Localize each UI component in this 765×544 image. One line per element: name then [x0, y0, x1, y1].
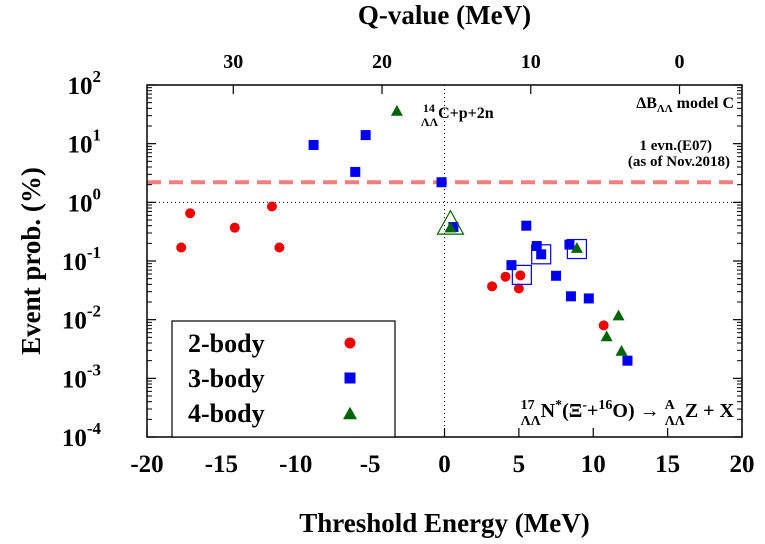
- top-tick-label-3: 0: [675, 51, 685, 73]
- legend-label-1: 3-body: [188, 364, 265, 393]
- x-tick-label-3: -5: [360, 451, 381, 478]
- four-body-channel-label: 14 ΛΛC+p+2n: [421, 101, 494, 129]
- 3-body-point-0: [308, 139, 319, 150]
- data-points: [176, 104, 633, 366]
- 3-body-point-12: [583, 293, 594, 304]
- 4-body-point-5: [615, 344, 628, 356]
- 3-body-point-8: [536, 249, 547, 260]
- x-tick-label-0: -20: [130, 451, 163, 478]
- 4-body-point-2: [570, 242, 583, 253]
- 3-body-point-1: [350, 166, 361, 177]
- legend-marker-1: [344, 372, 356, 384]
- top-tick-label-2: 10: [521, 51, 541, 73]
- threshold-label-line1: 1 evn.(E07): [640, 138, 713, 154]
- x-axis-title: Threshold Energy (MeV): [299, 508, 590, 538]
- y-tick-label-4: 100: [68, 184, 102, 217]
- top-tick-label-1: 20: [372, 51, 392, 73]
- 3-body-point-5: [506, 260, 517, 271]
- 2-body-point-6: [500, 271, 511, 282]
- legend-marker-0: [344, 337, 356, 349]
- highlight-triangle-3: [436, 209, 465, 235]
- 2-body-point-8: [515, 270, 526, 281]
- 2-body-point-3: [266, 201, 277, 212]
- highlight-square-0: [511, 264, 532, 285]
- top-tick-label-0: 30: [223, 51, 243, 73]
- x-tick-label-7: 15: [655, 451, 680, 478]
- y-tick-label-2: 10-2: [62, 302, 101, 335]
- top-axis-title: Q-value (MeV): [358, 0, 531, 30]
- reaction-label: 17 ΛΛN*(Ξ-+16O) → A ΛΛZ + X: [521, 398, 735, 429]
- 3-body-point-6: [521, 220, 532, 231]
- 2-body-point-2: [229, 222, 240, 233]
- 3-body-point-10: [564, 239, 575, 250]
- x-tick-label-8: 20: [730, 451, 755, 478]
- y-tick-label-1: 10-3: [62, 360, 101, 393]
- 2-body-point-1: [185, 208, 196, 219]
- legend: 2-body 3-body 4-body: [171, 320, 396, 438]
- highlight-square-2: [566, 238, 587, 260]
- 4-body-point-0: [390, 104, 403, 116]
- legend-label-2: 4-body: [188, 399, 265, 428]
- y-tick-label-5: 101: [68, 126, 102, 159]
- 4-body-point-1: [444, 221, 457, 233]
- highlight-square-1: [531, 244, 552, 265]
- 2-body-point-9: [598, 320, 609, 331]
- x-tick-label-4: 0: [438, 451, 451, 478]
- 3-body-point-7: [531, 241, 542, 252]
- annotations: ΔBΛΛ model C 1 evn.(E07) (as of Nov.2018…: [421, 95, 735, 429]
- 3-body-point-2: [360, 130, 371, 141]
- legend-marker-2: [343, 406, 357, 420]
- legend-items: 2-body 3-body 4-body: [188, 329, 357, 428]
- 4-body-point-4: [600, 330, 613, 342]
- 3-body-point-9: [551, 270, 562, 281]
- 4-body-point-3: [612, 309, 625, 321]
- 2-body-point-0: [176, 242, 187, 253]
- 3-body-point-3: [436, 177, 447, 188]
- 3-body-point-13: [622, 355, 633, 366]
- x-tick-label-6: 10: [581, 451, 606, 478]
- x-tick-label-1: -15: [205, 451, 238, 478]
- x-tick-label-2: -10: [279, 451, 312, 478]
- 2-body-point-4: [274, 242, 285, 253]
- y-tick-label-3: 10-1: [62, 243, 101, 276]
- 3-body-point-11: [565, 291, 576, 302]
- legend-label-0: 2-body: [188, 329, 265, 358]
- y-tick-label-0: 10-4: [62, 419, 102, 452]
- y-tick-label-6: 102: [68, 67, 102, 100]
- x-tick-label-5: 5: [513, 451, 526, 478]
- legend-box: [171, 320, 396, 438]
- model-annotation: ΔBΛΛ model C: [636, 95, 734, 115]
- y-axis-title: Event prob. (%): [16, 167, 46, 355]
- 2-body-point-7: [513, 283, 524, 294]
- 2-body-point-5: [487, 281, 498, 292]
- threshold-label-line2: (as of Nov.2018): [628, 154, 730, 170]
